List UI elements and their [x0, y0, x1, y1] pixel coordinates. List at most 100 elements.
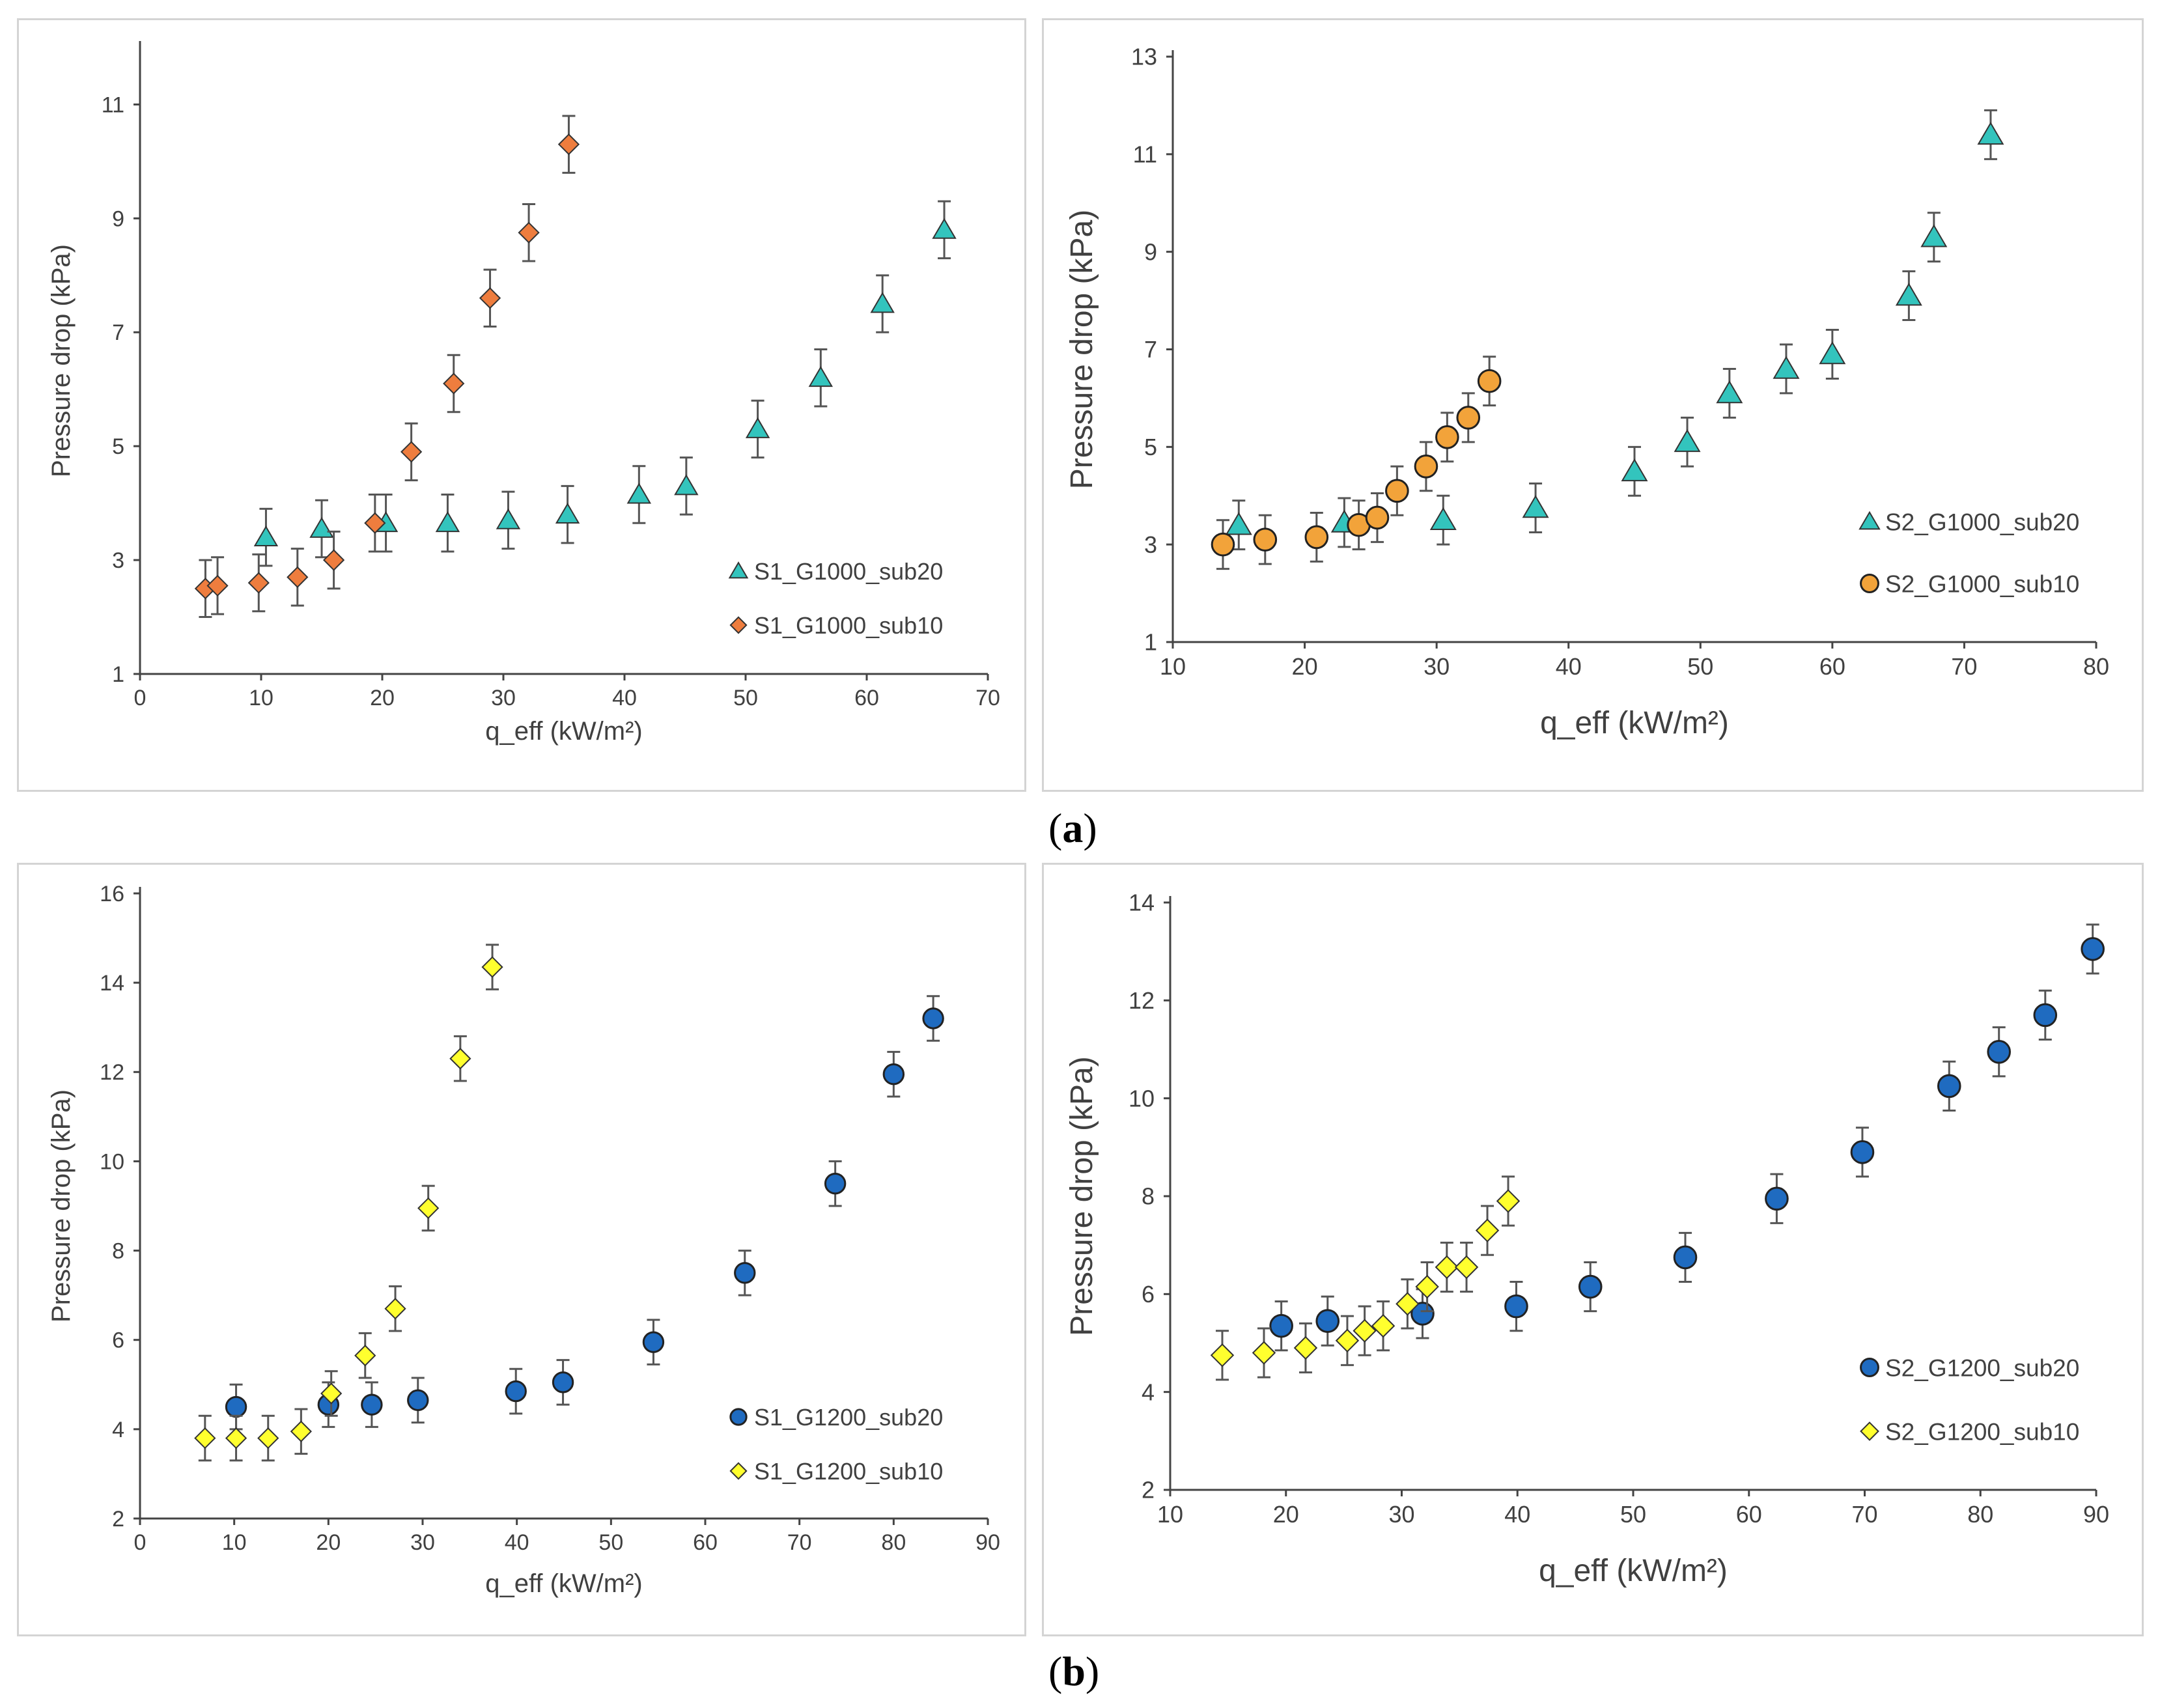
chart-b-left: 0 10 20 30 40 50 60 70 80 90 2 4 6 8 10 12 14 16 q_eff (kW… [47, 882, 1000, 1598]
data-point [824, 1173, 847, 1195]
series-S1_G1000_sub10 [194, 115, 580, 619]
data-point [674, 474, 699, 496]
data-point [518, 221, 540, 244]
x-tick-label: 30 [410, 1530, 435, 1555]
x-tick-label: 50 [1620, 1501, 1646, 1528]
series-S1_G1200_sub20 [225, 995, 944, 1431]
data-point [642, 1331, 665, 1353]
x-tick-label: 80 [1967, 1501, 1993, 1528]
data-point [1429, 507, 1457, 530]
y-tick-label: 13 [1131, 44, 1157, 70]
x-tick-label: 80 [2083, 653, 2109, 680]
y-tick-label: 11 [102, 92, 124, 117]
x-tick-label: 40 [505, 1530, 529, 1555]
legend-marker [1858, 511, 1881, 530]
data-point [2081, 937, 2105, 961]
data-point [1415, 1274, 1439, 1299]
legend-marker [729, 1462, 748, 1480]
y-tick-label: 12 [100, 1060, 124, 1085]
data-point [309, 516, 334, 538]
x-tick-label: 50 [1687, 653, 1713, 680]
data-point [225, 1395, 247, 1418]
data-point [505, 1380, 527, 1403]
y-axis-title: Pressure drop (kPa) [1065, 1056, 1099, 1336]
x-tick-label: 60 [854, 686, 879, 710]
x-tick-label: 20 [316, 1530, 341, 1555]
data-point [1371, 1313, 1396, 1338]
data-point [734, 1262, 756, 1284]
x-tick-label: 40 [1504, 1501, 1530, 1528]
data-point [552, 1371, 574, 1393]
legend-marker [1860, 1421, 1879, 1441]
y-tick-label: 1 [112, 662, 124, 687]
data-point [417, 1197, 440, 1220]
x-axis-title: q_eff (kW/m²) [485, 1569, 643, 1598]
legend-label: S2_G1000_sub10 [1885, 570, 2079, 597]
data-point [1765, 1186, 1789, 1211]
data-point [1365, 505, 1390, 530]
y-tick-label: 4 [1142, 1379, 1155, 1405]
y-tick-label: 8 [112, 1239, 124, 1263]
x-tick-label: 60 [1736, 1501, 1762, 1528]
data-point [1435, 1255, 1459, 1280]
data-point [1987, 1039, 2011, 1064]
y-tick-label: 10 [100, 1149, 124, 1174]
data-point [1252, 1341, 1276, 1365]
y-tick-label: 11 [1133, 141, 1157, 167]
y-tick-label: 5 [112, 434, 124, 459]
data-point [555, 502, 580, 524]
data-point [1819, 341, 1846, 365]
y-axis-title: Pressure drop (kPa) [47, 1089, 76, 1323]
y-tick-label: 8 [1142, 1183, 1155, 1210]
y-tick-label: 5 [1144, 434, 1157, 460]
y-tick-label: 3 [112, 548, 124, 573]
data-point [1253, 527, 1278, 552]
panel-label-a: (a) [1048, 805, 1097, 851]
data-point [1496, 1189, 1521, 1213]
x-tick-label: 50 [598, 1530, 623, 1555]
data-point [435, 511, 460, 533]
legend-marker [1860, 1358, 1879, 1377]
data-point [1621, 458, 1648, 482]
data-point [364, 512, 386, 534]
data-point [287, 566, 309, 588]
data-point [1315, 1309, 1340, 1333]
panel-a-left: 0 10 20 30 40 50 60 70 1 3 5 7 9 11 q_eff (kW/m²) Press… [17, 18, 1026, 792]
x-tick-label: 40 [1556, 653, 1582, 680]
y-tick-label: 14 [100, 971, 124, 996]
data-point [322, 549, 345, 571]
y-tick-label: 3 [1144, 531, 1157, 558]
data-point [407, 1389, 429, 1411]
x-tick-label: 60 [693, 1530, 718, 1555]
data-point [1920, 224, 1948, 247]
chart-a-left: 0 10 20 30 40 50 60 70 1 3 5 7 9 11 q_eff (kW/m²) Press… [47, 41, 1000, 746]
y-tick-label: 2 [112, 1507, 124, 1532]
data-point [443, 372, 465, 395]
data-point [247, 572, 270, 594]
data-point [1435, 425, 1459, 449]
data-point [206, 574, 229, 597]
data-point [1937, 1074, 1961, 1099]
y-axis-title: Pressure drop (kPa) [1065, 210, 1099, 490]
data-point [1211, 532, 1235, 557]
x-tick-label: 90 [2083, 1501, 2109, 1528]
x-tick-label: 10 [1157, 1501, 1183, 1528]
chart-b-right: 10 20 30 40 50 60 70 80 90 2 4 6 8 10 12 14 q_eff (kW/m²… [1065, 889, 2109, 1588]
data-point [1977, 122, 2004, 145]
data-point [557, 133, 580, 156]
data-point [361, 1393, 383, 1416]
data-point [1353, 1319, 1377, 1343]
data-point [870, 292, 895, 313]
x-tick-label: 20 [1273, 1501, 1299, 1528]
y-tick-label: 7 [112, 320, 124, 345]
x-tick-label: 40 [612, 686, 637, 710]
data-point [320, 1382, 343, 1405]
data-point [2033, 1003, 2058, 1028]
x-tick-label: 30 [1424, 653, 1450, 680]
legend-marker [729, 616, 748, 634]
data-point [1293, 1336, 1318, 1360]
data-point [922, 1007, 944, 1029]
data-point [1210, 1343, 1235, 1367]
series-S2_G1000_sub10 [1211, 356, 1502, 570]
